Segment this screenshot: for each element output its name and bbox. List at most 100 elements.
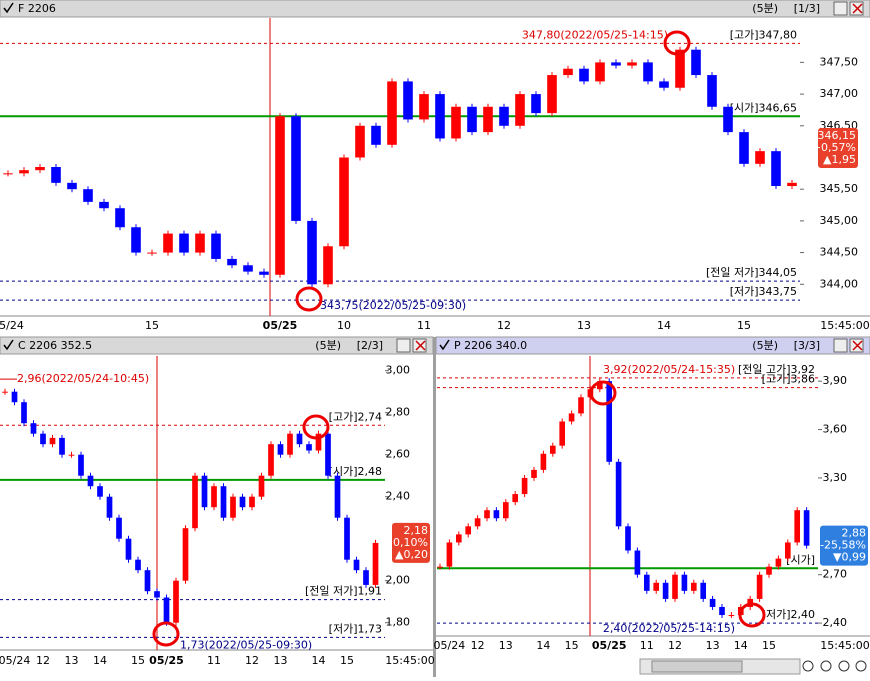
candle	[446, 542, 453, 567]
x-tick-label: 13	[65, 654, 79, 667]
y-tick-label: 345,50	[820, 182, 859, 195]
candle	[455, 534, 462, 543]
page-indicator: [1/3]	[794, 2, 820, 15]
price-diff: ▲0,20	[395, 548, 428, 561]
candle	[568, 413, 575, 422]
candle	[596, 381, 603, 390]
candle	[287, 433, 293, 455]
candle	[21, 402, 27, 424]
candle	[691, 49, 701, 76]
candle	[344, 517, 350, 560]
title-bar	[0, 0, 870, 18]
reference-label: [고가]3,86	[762, 373, 815, 386]
reference-label: [시가]346,65	[730, 101, 797, 114]
price-change: -25,58%	[820, 539, 866, 552]
candle	[116, 517, 122, 539]
candle	[755, 151, 765, 164]
candle	[163, 233, 173, 253]
candle	[67, 182, 77, 190]
candle	[784, 542, 791, 559]
highlight-circle	[738, 602, 766, 628]
checkbox[interactable]	[3, 2, 14, 14]
checkbox[interactable]	[439, 339, 450, 351]
zoom-in[interactable]	[802, 660, 814, 672]
candle	[147, 252, 157, 254]
checkbox[interactable]	[3, 339, 14, 351]
x-tick-label: 14	[657, 319, 671, 332]
candle	[239, 496, 246, 508]
candle	[756, 574, 763, 599]
candle	[728, 615, 735, 617]
candle	[451, 106, 461, 139]
candle	[659, 81, 669, 88]
highlight-circle	[589, 380, 617, 406]
price-label: 2,18	[404, 524, 429, 537]
x-tick-label: 11	[417, 319, 431, 332]
reference-label: [저가]2,40	[762, 608, 815, 621]
candle	[99, 201, 109, 209]
candle	[787, 182, 797, 187]
splitter	[433, 337, 436, 677]
scrollbar[interactable]	[639, 658, 867, 675]
x-tick-label: 10	[337, 319, 351, 332]
candle	[467, 106, 477, 133]
candle	[794, 510, 801, 543]
candle	[531, 94, 541, 114]
candle	[275, 116, 285, 275]
close-button[interactable]	[852, 3, 863, 14]
settings[interactable]	[855, 660, 867, 672]
candle	[179, 233, 189, 253]
zoom-out[interactable]	[820, 660, 832, 672]
annotation: 1,73(2022/05/25-09:30)	[180, 638, 312, 651]
candle	[403, 81, 413, 120]
candle	[662, 582, 669, 599]
candle	[115, 208, 125, 228]
candle	[195, 233, 205, 253]
candle	[372, 542, 379, 585]
candle	[709, 598, 716, 607]
candle	[182, 528, 189, 581]
x-tick-label: 15	[131, 654, 145, 667]
interval: (5분)	[752, 2, 778, 15]
title-bar	[0, 336, 434, 355]
price-box	[818, 127, 858, 168]
y-tick-label: 2,60	[386, 448, 411, 461]
candle	[154, 591, 160, 598]
annotation: 343,75(2022/05/25-09:30)	[320, 299, 466, 312]
y-tick-label: 347,00	[820, 87, 859, 100]
x-tick-label: 15	[340, 654, 354, 667]
interval: (5분)	[752, 339, 778, 352]
candle	[363, 570, 369, 585]
reference-label: [고가]2,74	[329, 410, 382, 423]
candle	[227, 258, 237, 266]
window-button[interactable]	[396, 338, 411, 353]
candle	[371, 125, 381, 145]
candle	[2, 391, 8, 393]
candle	[465, 526, 472, 535]
zoom-fit[interactable]	[838, 660, 850, 672]
x-end-label: 15:45:00	[385, 654, 434, 667]
candle	[259, 271, 269, 275]
close-button[interactable]	[415, 340, 426, 351]
scroll-thumb[interactable]	[651, 660, 743, 673]
y-tick-label: 2,80	[386, 406, 411, 419]
candle	[35, 167, 45, 171]
price-label: 2,88	[842, 527, 867, 540]
x-tick-label: 14	[312, 654, 326, 667]
candle	[306, 444, 312, 451]
highlight-circle	[152, 621, 180, 647]
x-tick-label: 14	[734, 639, 748, 652]
candle	[771, 151, 781, 187]
window-button[interactable]	[833, 338, 848, 353]
window-button[interactable]	[833, 1, 848, 16]
x-tick-label: 13	[274, 654, 288, 667]
candle	[611, 62, 621, 66]
candle	[579, 68, 589, 82]
title-bar	[435, 336, 870, 355]
close-button[interactable]	[852, 340, 863, 351]
candle	[515, 94, 525, 126]
candle	[268, 444, 274, 476]
y-tick-label: 2,40	[823, 616, 848, 629]
candle	[499, 106, 509, 126]
